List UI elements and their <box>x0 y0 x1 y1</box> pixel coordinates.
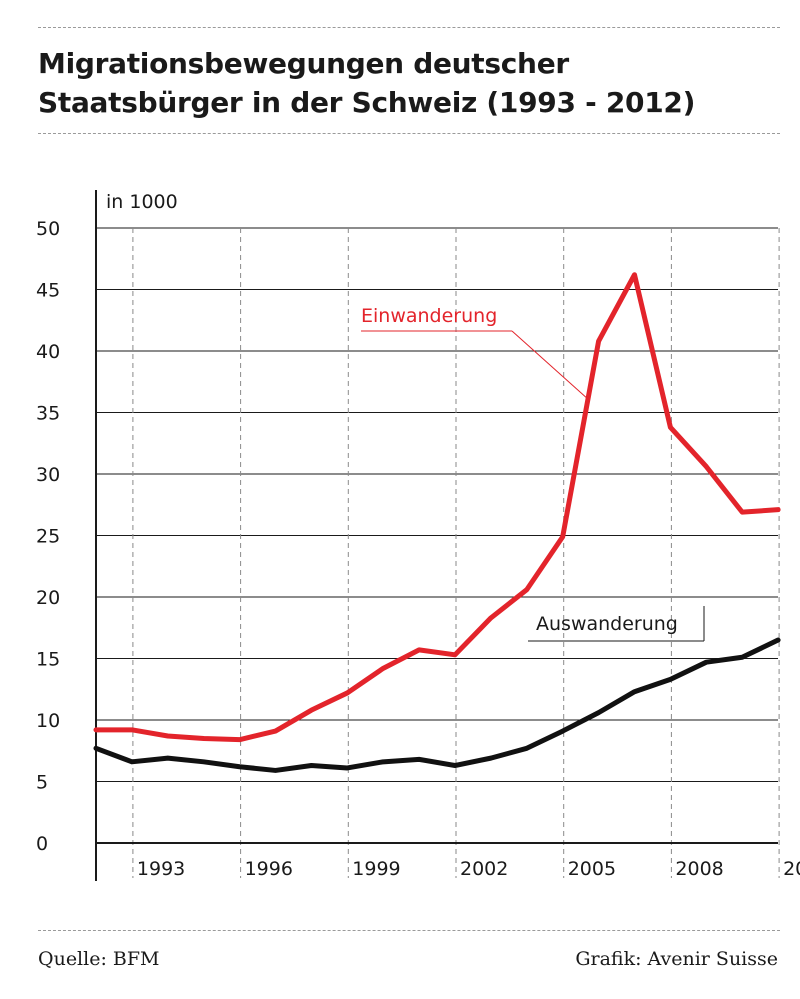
axis-layer: 0 5 10 15 20 25 30 35 40 45 50 1993 1996 1999 2002 2005… <box>36 190 800 881</box>
y-tick-label: 10 <box>36 710 60 732</box>
data-point <box>632 272 637 277</box>
data-point <box>524 587 529 592</box>
data-point <box>596 338 601 344</box>
y-tick-label: 35 <box>36 403 60 425</box>
data-point <box>668 677 673 682</box>
data-point <box>129 727 135 733</box>
x-tick-label: 2005 <box>568 858 616 880</box>
data-point <box>560 534 565 539</box>
series-label-leader <box>511 330 590 401</box>
data-point <box>273 728 278 734</box>
data-point <box>237 737 242 742</box>
data-point <box>93 727 99 733</box>
y-tick-label: 5 <box>36 772 48 794</box>
y-tick-label: 20 <box>36 587 60 609</box>
data-point <box>488 755 494 761</box>
y-tick-label: 15 <box>36 649 60 671</box>
data-point <box>201 759 206 765</box>
data-point <box>416 757 422 762</box>
data-point <box>345 765 350 771</box>
data-point <box>740 655 745 660</box>
data-point <box>381 759 386 765</box>
data-point <box>416 647 422 653</box>
label-layer: Einwanderung Auswanderung <box>361 305 705 642</box>
data-point <box>740 509 745 515</box>
data-point <box>596 710 601 715</box>
data-point <box>309 707 314 713</box>
x-tick-label: 1996 <box>245 858 293 880</box>
data-point <box>309 763 314 768</box>
data-point <box>452 652 458 658</box>
data-point <box>381 666 386 671</box>
data-point <box>488 615 494 621</box>
x-tick-label: 2011 <box>783 858 800 880</box>
y-tick-label: 30 <box>36 464 60 486</box>
credit-note: Grafik: Avenir Suisse <box>575 948 778 970</box>
chart-title: Migrationsbewegungen deutscher Staatsbür… <box>38 47 696 119</box>
y-unit-label: in 1000 <box>106 191 178 213</box>
data-point <box>704 464 709 469</box>
grid-layer <box>96 227 780 878</box>
data-point <box>345 690 350 696</box>
x-tick-label: 1999 <box>352 858 400 880</box>
data-point <box>632 689 637 694</box>
y-tick-label: 25 <box>36 526 60 548</box>
data-point <box>129 759 135 765</box>
series-label-auswanderung: Auswanderung <box>536 613 678 635</box>
data-point <box>237 764 242 769</box>
y-tick-label: 0 <box>36 833 48 855</box>
data-point <box>165 755 170 761</box>
y-tick-label: 45 <box>36 280 60 302</box>
data-point <box>775 507 781 512</box>
x-tick-label: 2002 <box>460 858 508 880</box>
y-tick-label: 40 <box>36 341 60 363</box>
data-point <box>165 733 170 739</box>
data-point <box>273 768 278 773</box>
series-line-einwanderung <box>93 272 781 743</box>
data-point <box>93 746 99 751</box>
source-note: Quelle: BFM <box>38 948 160 970</box>
x-tick-label: 1993 <box>137 858 185 880</box>
title-dashed-rule <box>38 133 780 134</box>
series-line-auswanderung <box>93 637 781 773</box>
data-point <box>775 637 781 643</box>
footer-dashed-rule <box>38 930 780 931</box>
x-tick-label: 2008 <box>675 858 723 880</box>
data-point <box>524 746 529 751</box>
data-point <box>560 728 565 734</box>
data-point <box>201 736 206 741</box>
y-tick-label: 50 <box>36 218 60 240</box>
series-layer <box>93 272 781 773</box>
data-point <box>452 763 458 768</box>
data-point <box>704 659 709 665</box>
top-dashed-rule <box>38 27 780 28</box>
series-label-einwanderung: Einwanderung <box>361 305 497 327</box>
data-point <box>668 425 673 430</box>
